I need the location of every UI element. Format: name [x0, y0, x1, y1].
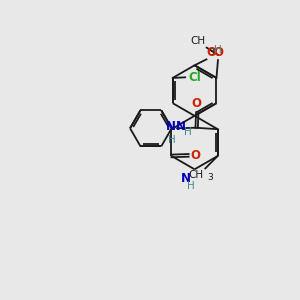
Text: H: H — [168, 135, 176, 145]
Text: 3: 3 — [207, 172, 213, 182]
Text: H: H — [187, 181, 195, 190]
Text: 3: 3 — [208, 48, 214, 57]
Text: H: H — [184, 127, 192, 136]
Text: H: H — [214, 45, 222, 55]
Text: N: N — [176, 120, 186, 133]
Text: O: O — [192, 97, 202, 110]
Text: O: O — [213, 46, 223, 59]
Text: N: N — [166, 120, 176, 133]
Text: O: O — [190, 149, 200, 162]
Text: O: O — [206, 46, 216, 59]
Text: CH: CH — [189, 170, 204, 180]
Text: Cl: Cl — [188, 71, 201, 84]
Text: CH: CH — [190, 36, 206, 46]
Text: N: N — [181, 172, 191, 185]
